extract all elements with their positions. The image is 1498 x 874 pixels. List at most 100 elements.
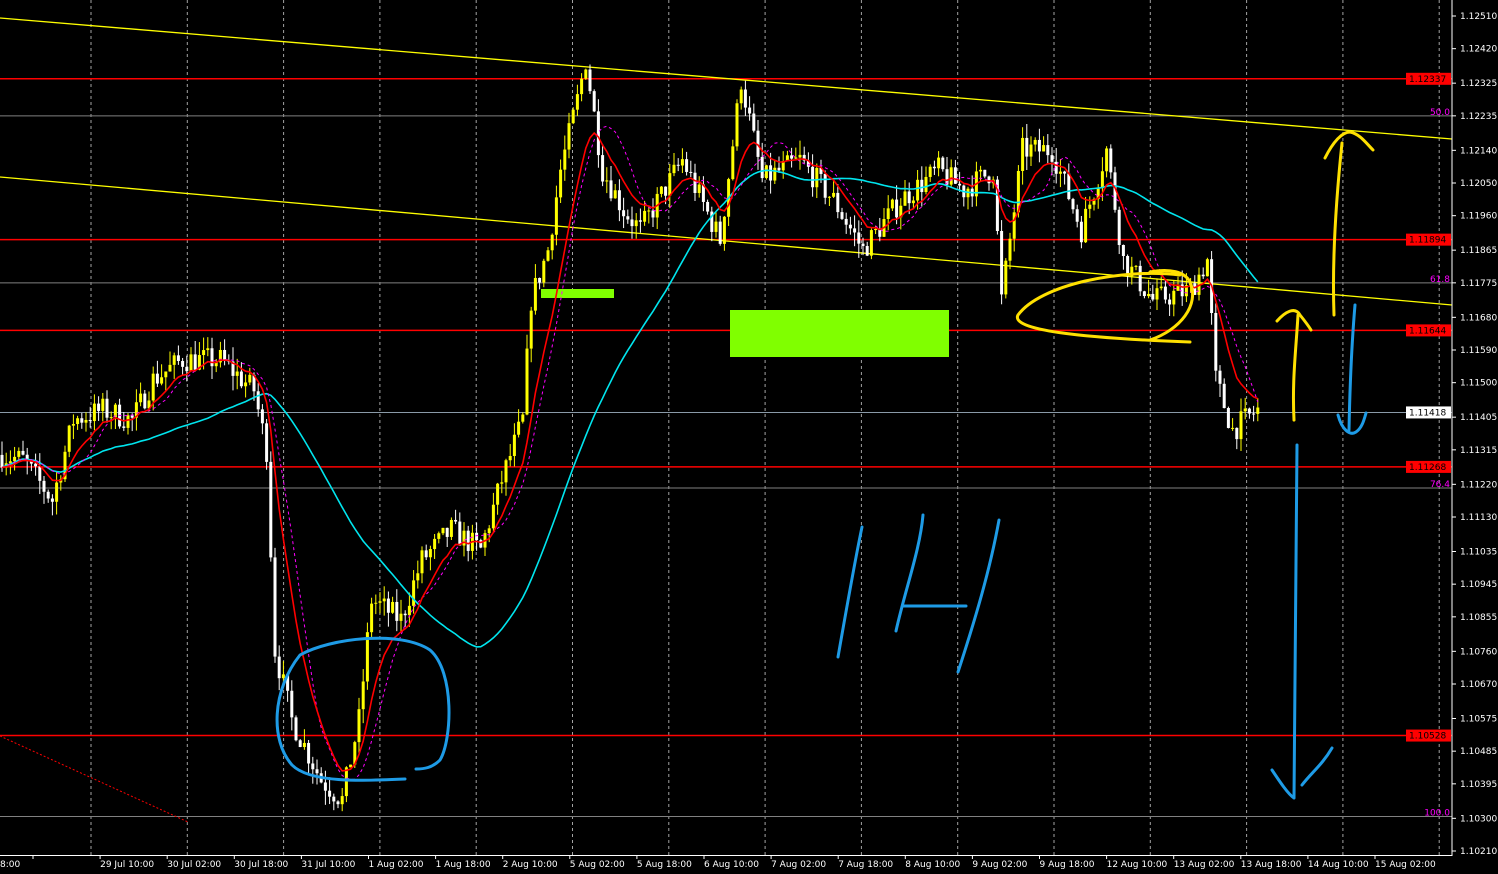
candle-bull	[567, 123, 571, 150]
candle-bull	[1058, 171, 1062, 174]
candle-bear	[88, 419, 92, 422]
candle-bull	[496, 483, 500, 505]
candle-bull	[109, 417, 113, 419]
candle-bear	[689, 171, 693, 173]
candle-bear	[1109, 148, 1113, 173]
blue-letter-h-left	[836, 525, 864, 659]
price-tick-label: 1.10855	[1460, 613, 1497, 623]
hand-drawn-annotations	[275, 130, 1375, 800]
candle-bull	[1184, 285, 1188, 297]
candle-bull	[739, 89, 743, 104]
candle-bull	[869, 230, 873, 256]
candle-bull	[521, 414, 525, 422]
candle-bear	[25, 454, 29, 462]
candle-bear	[193, 354, 197, 370]
candle-bull	[1205, 259, 1209, 277]
candle-bull	[8, 461, 12, 464]
candle-bull	[1096, 188, 1100, 200]
candle-bear	[42, 480, 46, 492]
candle-bull	[126, 415, 130, 428]
candle-bear	[1113, 172, 1117, 210]
candle-bull	[1155, 288, 1159, 300]
candle-bear	[865, 246, 869, 256]
candle-bull	[647, 210, 651, 212]
candle-bull	[773, 167, 777, 181]
candle-bear	[601, 155, 605, 182]
candle-bull	[1134, 265, 1138, 267]
candle-bear	[1046, 145, 1050, 156]
level-price-label: 1.11644	[1409, 326, 1446, 336]
price-tick-label: 1.11960	[1460, 212, 1497, 222]
candle-bull	[92, 403, 96, 422]
blue-letter-h-right	[956, 518, 1001, 674]
price-tick-label: 1.12510	[1460, 12, 1497, 22]
time-tick-label: 31 Jul 10:00	[301, 860, 355, 870]
candle-bull	[949, 167, 953, 185]
candle-bear	[811, 166, 815, 188]
candle-bear	[290, 690, 294, 718]
candle-bear	[1054, 161, 1058, 174]
candle-bull	[248, 374, 252, 383]
candle-bull	[890, 199, 894, 209]
candle-bear	[1067, 173, 1071, 200]
support-zone-small	[541, 289, 614, 298]
candle-bear	[853, 228, 857, 233]
candle-bull	[214, 362, 218, 367]
candle-bull	[235, 371, 239, 376]
ma-fast-line	[1, 131, 1259, 772]
candle-bear	[479, 540, 483, 548]
candle-bull	[491, 504, 495, 529]
candle-bear	[651, 210, 655, 218]
candle-bear	[403, 613, 407, 616]
candle-bear	[1252, 413, 1256, 415]
candle-bull	[668, 173, 672, 196]
level-price-label: 1.10528	[1409, 732, 1446, 742]
candle-bull	[71, 424, 75, 426]
candle-bull	[218, 349, 222, 363]
candle-bear	[844, 218, 848, 225]
candle-bull	[67, 425, 71, 452]
candle-bull	[504, 460, 508, 483]
candle-bear	[1117, 209, 1121, 245]
candle-bear	[231, 361, 235, 376]
candle-bear	[769, 165, 773, 181]
price-tick-label: 1.11500	[1460, 379, 1497, 389]
candle-bull	[508, 455, 512, 461]
level-price-tag	[1406, 72, 1451, 85]
candle-bear	[50, 498, 54, 502]
candle-bull	[731, 146, 735, 180]
time-tick-label: 7 Aug 18:00	[838, 860, 893, 870]
candle-bull	[399, 613, 403, 621]
candle-bear	[760, 156, 764, 179]
current-price-tag	[1406, 406, 1451, 419]
candle-bull	[533, 277, 537, 311]
price-tags: 1.12337 1.11894 1.11644 1.11268 1.10528 1.114…	[1406, 72, 1451, 742]
candle-bull	[449, 519, 453, 537]
candle-bear	[1214, 313, 1218, 371]
price-tick-label: 1.10485	[1460, 747, 1497, 757]
candle-bull	[1159, 286, 1163, 289]
candle-bull	[13, 456, 17, 462]
level-price-tag	[1406, 729, 1451, 742]
time-tick-label: 13 Aug 18:00	[1241, 860, 1302, 870]
candle-bear	[1201, 274, 1205, 277]
price-tick-label: 1.11130	[1460, 513, 1497, 523]
trendline-dotted-red	[0, 735, 189, 823]
candle-bear	[46, 491, 50, 499]
candle-bull	[197, 355, 201, 370]
candle-bull	[680, 159, 684, 166]
candle-bear	[743, 89, 747, 108]
candle-bull	[903, 191, 907, 206]
candle-bull	[113, 404, 117, 418]
candle-bear	[1222, 383, 1226, 409]
candle-bull	[1172, 290, 1176, 305]
candle-bear	[802, 154, 806, 161]
trendlines	[0, 17, 1453, 823]
candle-bull	[168, 364, 172, 372]
candle-bear	[706, 201, 710, 212]
fib-label: 76.4	[1430, 480, 1450, 490]
candle-bull	[1008, 238, 1012, 261]
candle-bull	[365, 632, 369, 682]
candle-bull	[189, 354, 193, 372]
